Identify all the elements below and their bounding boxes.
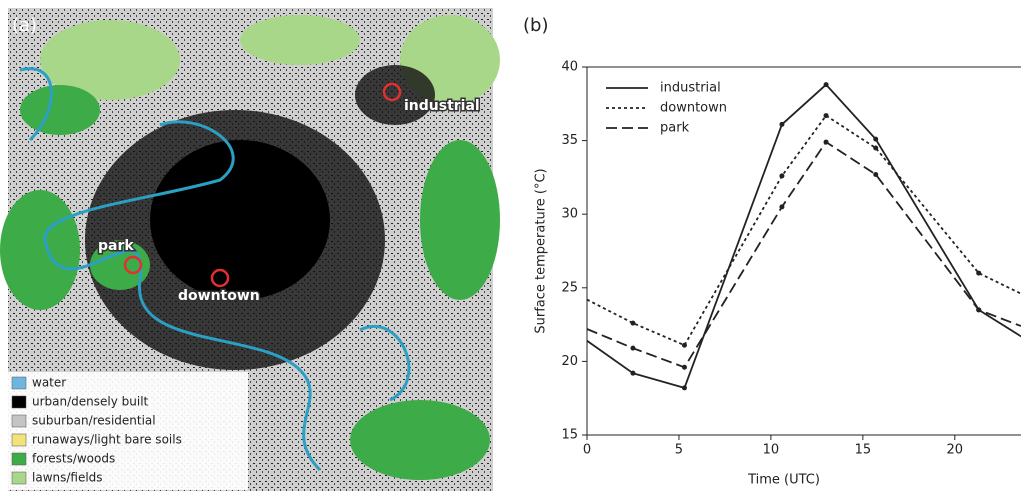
legend-label: lawns/fields: [32, 471, 103, 485]
point: [823, 82, 829, 88]
map-forest: [0, 190, 80, 310]
x-tick-label: 0: [583, 443, 591, 458]
legend-swatch: [11, 414, 27, 428]
legend-swatch: [11, 433, 27, 447]
map-fields: [240, 15, 360, 65]
legend-swatch: [11, 376, 27, 390]
y-axis-label: Surface temperature (°C): [534, 168, 549, 333]
map: industrial park downtown (a) water urban/…: [0, 8, 500, 491]
site-label: industrial: [404, 98, 480, 114]
y-tick-label: 40: [561, 60, 578, 75]
x-axis-label: Time (UTC): [747, 473, 820, 488]
point: [681, 342, 687, 348]
map-forest: [20, 85, 100, 135]
site-marker: [123, 255, 143, 275]
x-tick-label: 20: [947, 443, 964, 458]
site-label: park: [98, 238, 134, 254]
y-tick-label: 30: [561, 207, 578, 222]
point: [779, 121, 785, 127]
map-river: [19, 67, 411, 472]
y-tick-label: 35: [561, 133, 578, 148]
x-tick-label: 10: [763, 443, 780, 458]
legend-label: downtown: [660, 101, 727, 116]
site-label: downtown: [178, 288, 260, 304]
point: [779, 204, 785, 210]
y-tick-label: 20: [561, 354, 578, 369]
legend-label: water: [32, 376, 66, 390]
legend-label: industrial: [660, 81, 721, 96]
x-tick-label: 5: [675, 443, 683, 458]
point: [779, 173, 785, 179]
map-urban-core: [150, 140, 330, 300]
legend-swatch: [11, 452, 27, 466]
legend-label: park: [660, 121, 690, 136]
panel-label: (b): [523, 15, 548, 36]
map-forest: [350, 400, 490, 480]
map-forest: [420, 140, 500, 300]
legend-label: runaways/light bare soils: [32, 433, 182, 447]
panel-label: (a): [12, 15, 37, 36]
point: [681, 364, 687, 370]
legend-swatch: [11, 471, 27, 485]
point: [681, 385, 687, 391]
series-line: [586, 114, 1021, 347]
point: [630, 370, 636, 376]
point: [630, 345, 636, 351]
legend-swatch: [11, 395, 27, 409]
series-line: [586, 140, 1021, 369]
point: [823, 139, 829, 145]
series-line: [586, 83, 1021, 389]
y-tick-label: 15: [561, 428, 578, 443]
legend-label: urban/densely built: [32, 395, 149, 409]
point: [823, 113, 829, 119]
point: [873, 171, 879, 177]
map-urban: [355, 65, 435, 125]
point: [976, 270, 982, 276]
y-tick-label: 25: [561, 280, 578, 295]
map-legend-items: water urban/densely built suburban/residen…: [11, 376, 182, 485]
x-tick-label: 15: [855, 443, 872, 458]
point: [873, 145, 879, 151]
site-marker: [210, 268, 230, 288]
point: [873, 136, 879, 142]
site-marker: [382, 82, 402, 102]
legend-label: suburban/residential: [32, 414, 156, 428]
point: [976, 307, 982, 313]
map-fields: [40, 20, 180, 100]
point: [630, 320, 636, 326]
legend-label: forests/woods: [32, 452, 115, 466]
map-legend: [8, 372, 248, 490]
